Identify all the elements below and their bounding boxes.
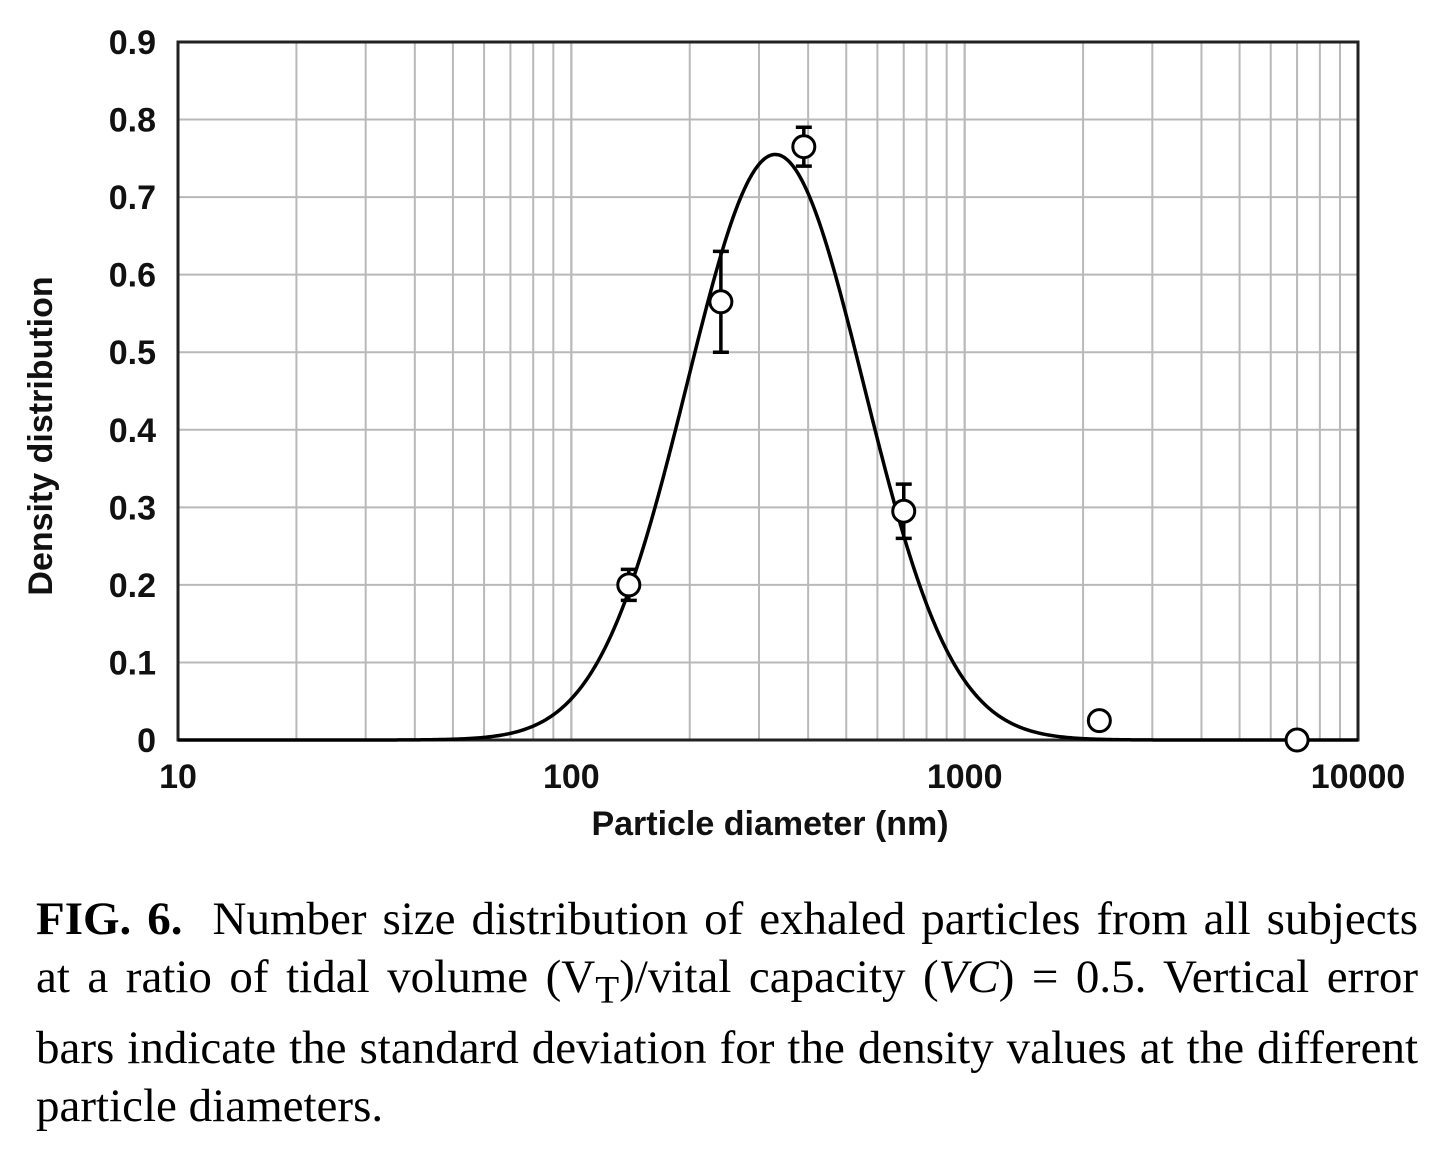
y-tick-label: 0.9 — [109, 24, 156, 62]
y-tick-label: 0.7 — [109, 179, 156, 217]
y-tick-label: 0.5 — [109, 334, 156, 372]
data-point — [708, 289, 734, 315]
x-tick-label: 100 — [543, 758, 600, 796]
x-tick-labels: 10 100 1000 10000 — [159, 758, 1405, 796]
data-point — [791, 134, 817, 160]
caption-text-3: ) = 0.5. Vertical error bars indicate th… — [36, 951, 1419, 1133]
plot-frame — [176, 40, 1360, 742]
error-bars — [620, 125, 912, 603]
y-axis-title: Density distribution — [22, 276, 60, 595]
y-tick-label: 0.6 — [109, 257, 156, 295]
caption-text-2: )/vital capacity ( — [619, 951, 939, 1003]
figure-caption: FIG. 6. Number size distribution of exhal… — [36, 890, 1418, 1135]
x-tick-label: 10 — [159, 758, 197, 796]
grid — [177, 41, 1359, 741]
y-tick-label: 0 — [137, 722, 156, 760]
y-tick-label: 0.8 — [109, 102, 156, 140]
density-chart: 00.10.20.30.40.50.60.70.80.9 10 100 1000 10… — [22, 24, 1405, 843]
caption-text-1: Number size distribution of exhaled part… — [36, 893, 1419, 1003]
data-point — [891, 498, 917, 524]
figure-label: FIG. 6. — [36, 893, 183, 945]
fit-curve — [178, 152, 1358, 742]
caption-vc: VC — [938, 951, 999, 1003]
caption-vt-subscript: T — [595, 968, 620, 1012]
data-point — [1086, 708, 1112, 734]
y-tick-labels: 0 0.1 0.2 0.3 0.4 0.5 0.6 0.7 0.8 0.9 — [109, 24, 156, 760]
y-tick-label: 0.4 — [109, 412, 156, 450]
y-tick-label: 0.3 — [109, 489, 156, 527]
x-axis-title: Particle diameter (nm) — [591, 805, 948, 843]
x-tick-label: 1000 — [927, 758, 1003, 796]
y-tick-label: 0.1 — [109, 644, 156, 682]
data-point — [616, 572, 642, 598]
data-point — [1284, 727, 1310, 753]
x-tick-label: 10000 — [1311, 758, 1406, 796]
y-tick-label: 0.2 — [109, 567, 156, 605]
data-points — [616, 134, 1310, 753]
